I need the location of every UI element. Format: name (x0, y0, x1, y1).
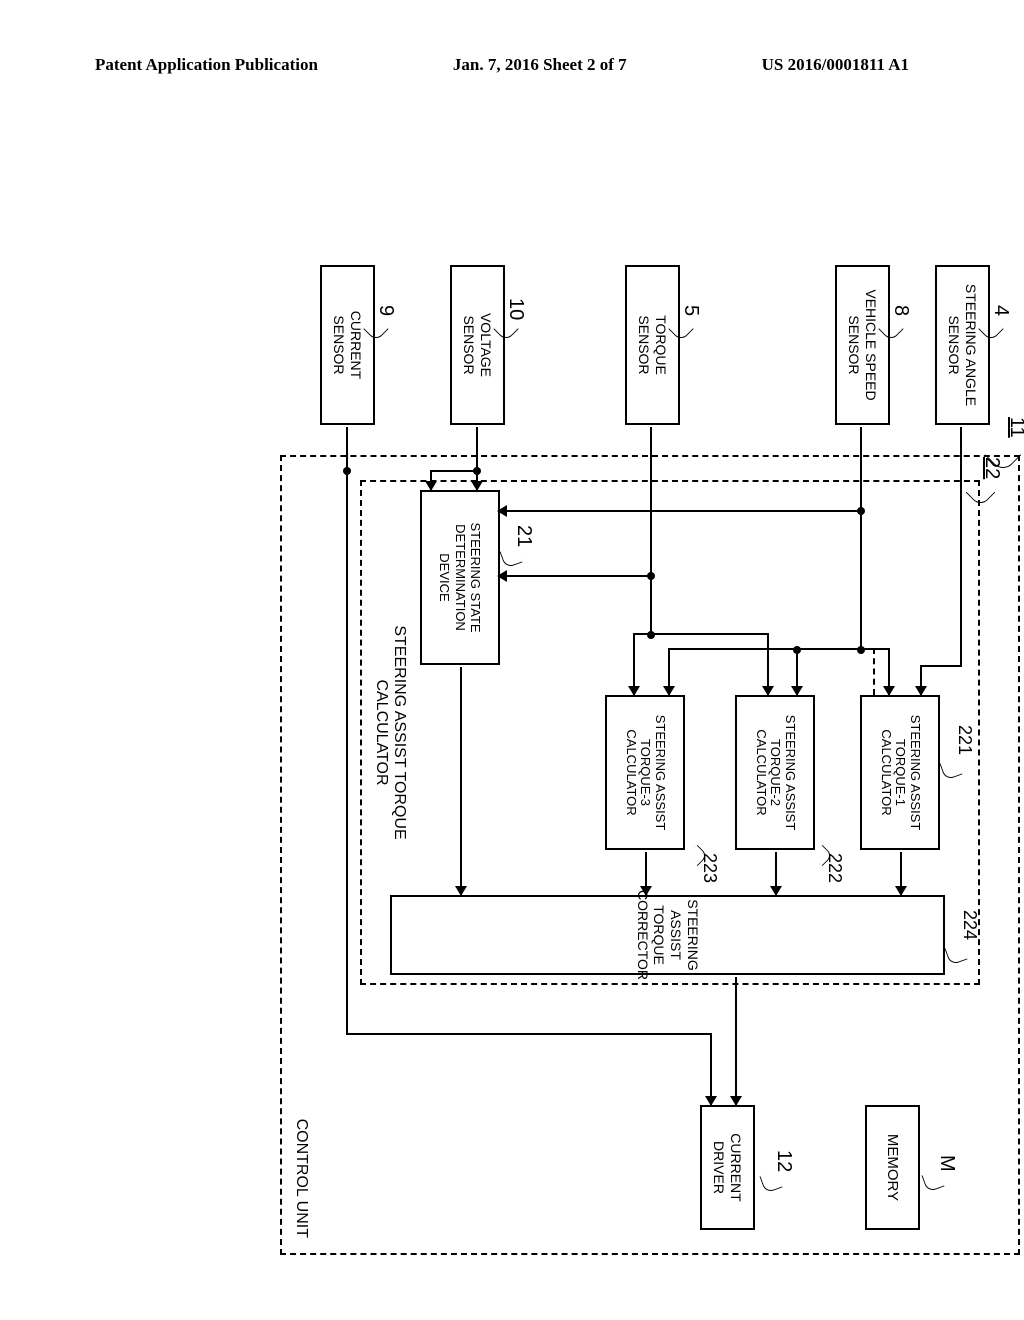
steering-angle-sensor: STEERING ANGLE SENSOR (935, 265, 990, 425)
dot (857, 507, 865, 515)
line (430, 470, 478, 472)
arrow (668, 648, 670, 695)
line (797, 648, 862, 650)
current-driver-box: CURRENT DRIVER (700, 1105, 755, 1230)
line (920, 665, 962, 667)
ref-22: 22 (980, 457, 1003, 479)
header-left: Patent Application Publication (95, 55, 318, 75)
memory-box: MEMORY (865, 1105, 920, 1230)
dot (343, 467, 351, 475)
line (692, 1033, 712, 1035)
calc-1: STEERING ASSIST TORQUE-1 CALCULATOR (860, 695, 940, 850)
arrow (633, 633, 635, 695)
header-right: US 2016/0001811 A1 (762, 55, 909, 75)
arrow (645, 852, 647, 895)
line (500, 510, 862, 512)
vehicle-speed-sensor: VEHICLE SPEED SENSOR (835, 265, 890, 425)
ref-224: 224 (959, 910, 980, 940)
figure-container: FIG. 2 11 CONTROL UNIT 22 STEERING ASSIS… (0, 255, 1024, 1090)
dot (647, 572, 655, 580)
line (670, 648, 798, 650)
line (346, 1033, 695, 1035)
arrow (710, 1033, 712, 1105)
arrow (476, 427, 478, 490)
arrow (498, 510, 510, 512)
voltage-sensor: VOLTAGE SENSOR (450, 265, 505, 425)
arrow (796, 648, 798, 695)
arrow (888, 648, 890, 695)
arrow (920, 665, 922, 695)
ref-4: 4 (989, 305, 1012, 316)
ref-21: 21 (512, 525, 535, 547)
arrow (430, 470, 432, 490)
line (500, 575, 652, 577)
ref-9: 9 (374, 305, 397, 316)
line (650, 427, 652, 635)
dot (473, 467, 481, 475)
block-diagram: 11 CONTROL UNIT 22 STEERING ASSIST TORQU… (0, 255, 1024, 1090)
line (960, 427, 962, 667)
ref-8: 8 (889, 305, 912, 316)
arrow (498, 575, 510, 577)
ref-12: 12 (772, 1150, 795, 1172)
arrow (900, 852, 902, 895)
ref-11: 11 (1005, 417, 1024, 438)
arrow (460, 667, 462, 895)
current-sensor: CURRENT SENSOR (320, 265, 375, 425)
arrow (735, 977, 737, 1105)
line (860, 427, 862, 649)
line-dashed (873, 648, 875, 695)
arrow (767, 633, 769, 695)
state-det-box: STEERING STATE DETERMINATION DEVICE (420, 490, 500, 665)
dot (647, 631, 655, 639)
ref-5: 5 (679, 305, 702, 316)
ref-221: 221 (954, 725, 975, 755)
header-center: Jan. 7, 2016 Sheet 2 of 7 (453, 55, 627, 75)
torque-sensor: TORQUE SENSOR (625, 265, 680, 425)
line (650, 633, 769, 635)
calc-box-label: STEERING ASSIST TORQUE CALCULATOR (372, 502, 408, 963)
line (346, 427, 348, 1035)
page-header: Patent Application Publication Jan. 7, 2… (0, 55, 1024, 75)
calc-3: STEERING ASSIST TORQUE-3 CALCULATOR (605, 695, 685, 850)
control-unit-label: CONTROL UNIT (292, 1119, 310, 1238)
corrector: STEERING ASSIST TORQUE CORRECTOR (390, 895, 945, 975)
line (862, 648, 890, 650)
arrow (775, 852, 777, 895)
calc-2: STEERING ASSIST TORQUE-2 CALCULATOR (735, 695, 815, 850)
